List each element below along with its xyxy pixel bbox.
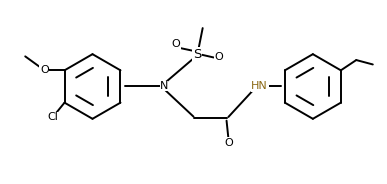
Text: Cl: Cl (47, 112, 58, 122)
Text: HN: HN (251, 82, 268, 91)
Text: O: O (40, 65, 49, 75)
Text: O: O (214, 52, 223, 63)
Text: O: O (224, 138, 233, 148)
Text: O: O (172, 39, 181, 49)
Text: S: S (193, 48, 201, 61)
Text: N: N (160, 82, 168, 91)
